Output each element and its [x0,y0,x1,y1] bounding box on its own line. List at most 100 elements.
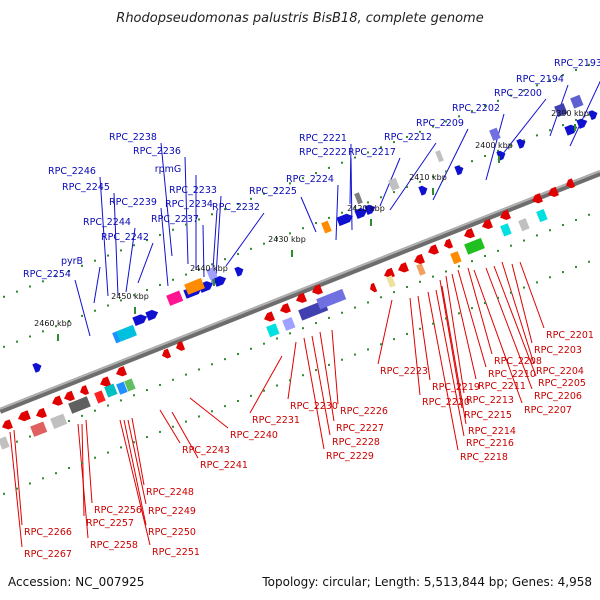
reverse-gene-arrow [398,262,409,273]
forward-gene-arrow [145,309,159,321]
gene-label-forward: RPC_2202 [452,103,500,114]
track-dot [16,440,18,443]
track-dot [16,340,18,343]
reverse-gene-arrow [566,178,576,189]
scale-tick [291,250,293,257]
reverse-gene-arrow [532,193,543,204]
track-dot [588,213,590,216]
track-dot [29,435,31,438]
track-dot [315,322,317,325]
gene-label-reverse: RPC_2216 [466,438,514,449]
track-dot [510,94,512,97]
gene-label-forward: RPC_2193 [554,58,600,69]
gene-label-forward: RPC_2244 [83,217,131,228]
reverse-gene-block [316,288,347,310]
track-dot [159,383,161,386]
leader-line [319,331,335,422]
track-dot [289,182,291,185]
track-dot [250,247,252,250]
track-dot [341,161,343,164]
track-dot [133,394,135,397]
gene-label-reverse: RPC_2267 [24,549,72,560]
leader-line [409,297,421,396]
reverse-gene-block [0,436,10,450]
gene-label-reverse: RPC_2229 [326,451,374,462]
track-dot [185,373,187,376]
track-dot [107,254,109,257]
gene-label-reverse: RPC_2218 [460,452,508,463]
track-dot [211,410,213,413]
reverse-gene-block [386,275,396,288]
leader-line [451,273,477,380]
gene-label-forward: RPC_2246 [48,166,96,177]
track-dot [562,74,564,77]
leader-line [303,337,325,450]
scale-tick [370,219,372,226]
reverse-gene-block [282,317,296,331]
track-dot [458,115,460,118]
track-dot [549,79,551,82]
leader-line [123,419,147,526]
track-dot [172,228,174,231]
track-dot [120,446,122,449]
leader-line [215,195,222,277]
track-dot [146,389,148,392]
gene-label-reverse: RPC_2220 [422,397,470,408]
leader-line [85,419,93,504]
leader-line [189,397,229,429]
track-dot [484,105,486,108]
track-dot [42,330,44,333]
track-dot [562,271,564,274]
gene-label-reverse: RPC_2214 [468,426,516,437]
track-dot [94,456,96,459]
reverse-gene-block [30,421,48,437]
forward-gene-block [489,127,501,141]
track-dot [406,332,408,335]
track-dot [393,191,395,194]
scale-tick [134,307,136,314]
track-dot [354,206,356,209]
track-dot [497,149,499,152]
track-dot [289,232,291,235]
track-dot [29,335,31,338]
track-dot [341,358,343,361]
track-dot [263,192,265,195]
track-dot [354,353,356,356]
reverse-gene-arrow [370,282,378,293]
track-dot [94,309,96,312]
gene-label-reverse: RPC_2230 [290,401,338,412]
gene-label-reverse: RPC_2206 [534,391,582,402]
track-dot [3,345,5,348]
track-dot [562,124,564,127]
gene-label-reverse: RPC_2201 [546,330,594,341]
track-dot [3,492,5,495]
reverse-gene-block [94,390,106,404]
track-dot [484,302,486,305]
gene-label-forward: RPC_2221 [299,133,347,144]
track-dot [419,280,421,283]
track-dot [484,255,486,258]
track-dot [536,134,538,137]
track-dot [81,461,83,464]
leader-line [311,335,331,436]
leader-line [159,409,181,444]
track-dot [16,290,18,293]
track-dot [211,263,213,266]
track-dot [185,273,187,276]
genome-backbone-shadow [0,170,600,414]
forward-gene-arrow [354,208,368,219]
leader-line [473,269,523,404]
leader-line [127,419,147,505]
reverse-gene-arrow [80,385,90,395]
forward-gene-arrow [364,204,376,216]
scale-tick [432,188,434,195]
genome-summary-text: Topology: circular; Length: 5,513,844 bp… [261,575,592,589]
track-dot [159,283,161,286]
gene-label-reverse: RPC_2258 [90,540,138,551]
leader-line [485,113,505,181]
reverse-gene-arrow [444,238,454,249]
track-dot [107,451,109,454]
reverse-gene-block [68,396,91,414]
leader-line [131,417,145,486]
gene-label-reverse: RPC_2257 [86,518,134,529]
